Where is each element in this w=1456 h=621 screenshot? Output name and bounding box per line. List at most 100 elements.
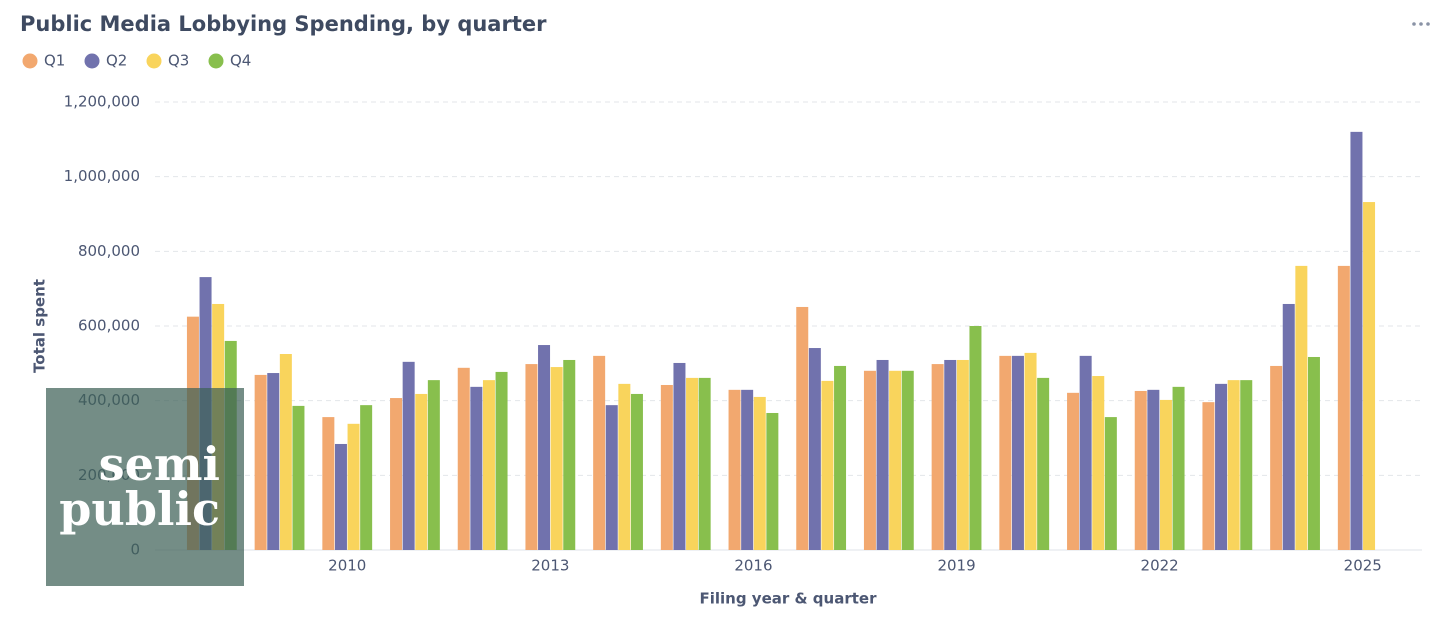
bar (1011, 355, 1024, 550)
bar (969, 326, 982, 550)
bar (673, 362, 686, 550)
bar (550, 367, 563, 550)
bar (1295, 265, 1308, 550)
bar (1134, 390, 1147, 550)
watermark-box (46, 388, 244, 586)
x-tick-label: 2025 (1344, 557, 1382, 575)
bar (1240, 380, 1253, 550)
bar (525, 364, 538, 550)
bar (876, 359, 889, 550)
bar (1363, 202, 1376, 550)
bar (796, 306, 809, 550)
bar (999, 355, 1012, 550)
legend-item[interactable]: Q4 (208, 52, 252, 70)
legend-item[interactable]: Q3 (146, 52, 190, 70)
bar (457, 367, 470, 550)
watermark-text: semi (99, 437, 220, 491)
legend-swatch (84, 53, 100, 69)
bar (1337, 265, 1350, 550)
y-tick-label: 600,000 (78, 317, 140, 335)
bar (834, 365, 847, 550)
bar (1350, 131, 1363, 550)
y-tick-label: 1,000,000 (64, 167, 140, 185)
bar (1215, 383, 1228, 550)
bar (538, 345, 551, 550)
bar (563, 359, 576, 550)
legend-item[interactable]: Q1 (22, 52, 66, 70)
bar (1024, 352, 1037, 550)
x-tick-label: 2019 (937, 557, 975, 575)
bar (1227, 380, 1240, 550)
x-axis-title: Filing year & quarter (700, 590, 878, 608)
bar (495, 371, 508, 550)
y-tick-label: 1,200,000 (64, 93, 140, 111)
menu-dot (1412, 22, 1416, 26)
bar (901, 370, 914, 550)
bar (1037, 377, 1050, 550)
bar (1104, 417, 1117, 550)
bar (279, 354, 292, 550)
bar (1147, 389, 1160, 550)
legend-label: Q2 (106, 52, 127, 70)
bar (630, 393, 643, 550)
bar (889, 370, 902, 550)
legend-label: Q4 (230, 52, 251, 70)
watermark-text: public (59, 482, 220, 536)
bar (593, 355, 606, 550)
bar (605, 405, 618, 550)
legend-label: Q1 (44, 52, 65, 70)
bar (347, 423, 360, 550)
x-tick-label: 2016 (734, 557, 772, 575)
bar (360, 405, 373, 550)
bar (1159, 399, 1172, 550)
x-tick-label: 2022 (1141, 557, 1179, 575)
bar (322, 417, 335, 550)
bar (1307, 356, 1320, 550)
chart-title: Public Media Lobbying Spending, by quart… (20, 12, 547, 36)
bar (402, 361, 415, 550)
bar (415, 393, 428, 550)
legend-swatch (146, 53, 162, 69)
x-tick-label: 2013 (531, 557, 569, 575)
bar (931, 364, 944, 550)
bar (1079, 355, 1092, 550)
bar (1270, 365, 1283, 550)
bar (766, 412, 779, 550)
bar (808, 348, 821, 550)
bar (1067, 392, 1080, 550)
bar (686, 377, 699, 550)
bar (821, 380, 834, 550)
legend-swatch (208, 53, 224, 69)
bar (482, 380, 495, 550)
bar (334, 443, 347, 550)
bar (427, 380, 440, 550)
bar (753, 396, 766, 550)
menu-dot (1426, 22, 1430, 26)
legend-swatch (22, 53, 38, 69)
legend-item[interactable]: Q2 (84, 52, 128, 70)
menu-dot (1419, 22, 1423, 26)
bar (390, 398, 403, 550)
bar (1092, 376, 1105, 550)
more-menu[interactable] (1412, 22, 1430, 26)
bar (698, 377, 711, 550)
legend-label: Q3 (168, 52, 189, 70)
bar (1282, 303, 1295, 550)
bar (660, 384, 673, 550)
bar (944, 359, 957, 550)
bar (1202, 402, 1215, 550)
bar (292, 405, 305, 550)
bar (470, 386, 483, 550)
bar (956, 359, 969, 550)
bar (1172, 386, 1185, 550)
y-tick-label: 800,000 (78, 242, 140, 260)
bar (618, 383, 631, 550)
x-tick-label: 2010 (328, 557, 366, 575)
bar (741, 389, 754, 550)
y-axis-title: Total spent (31, 279, 49, 373)
bar (728, 389, 741, 550)
bar (863, 370, 876, 550)
bar (267, 373, 280, 550)
bar (254, 374, 267, 550)
